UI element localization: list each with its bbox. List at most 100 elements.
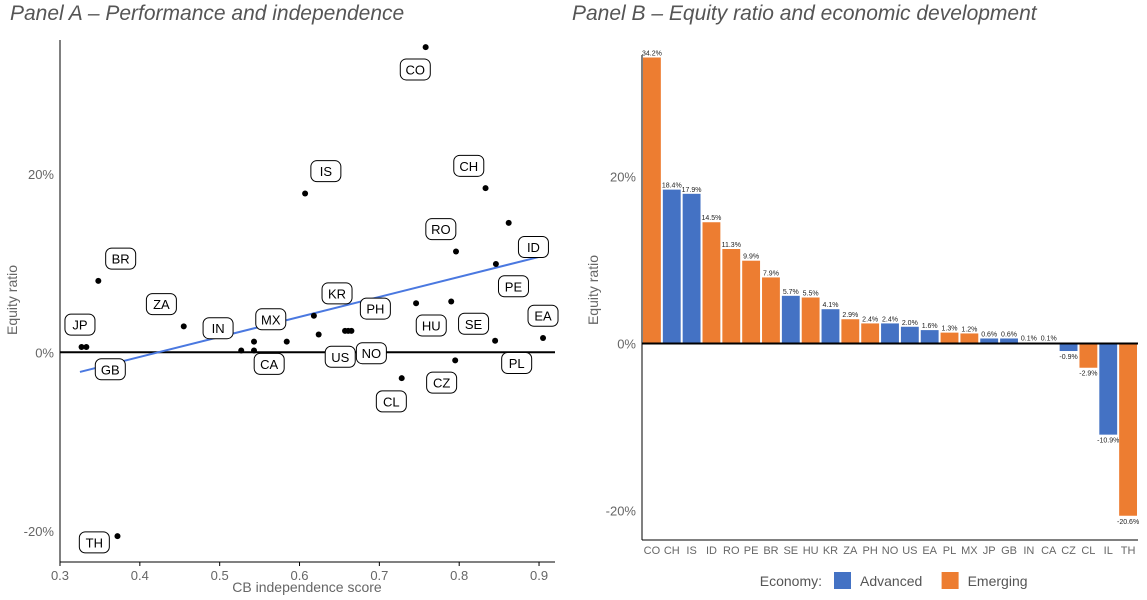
- bar: [1059, 343, 1078, 352]
- point-label: RO: [431, 222, 451, 237]
- point-label: JP: [72, 318, 87, 333]
- point-label: IS: [320, 164, 333, 179]
- point-label-box: [145, 293, 177, 316]
- bar-value-label: 11.3%: [722, 242, 741, 249]
- scatter-point: [342, 327, 349, 334]
- bar-value-label: 5.7%: [783, 289, 799, 296]
- x-tick-label: IS: [686, 545, 696, 557]
- point-label-box: [94, 358, 126, 381]
- point-label: EA: [534, 309, 552, 324]
- y-tick-label: -20%: [606, 504, 637, 519]
- x-tick-label: PH: [863, 545, 878, 557]
- bar: [682, 193, 701, 344]
- x-tick-label: 0.5: [211, 568, 229, 583]
- x-tick-label: BR: [763, 545, 778, 557]
- bar: [841, 319, 860, 344]
- x-tick-label: PE: [744, 545, 759, 557]
- bar-value-label: 2.0%: [902, 320, 918, 327]
- bar-value-label: 34.2%: [642, 51, 662, 58]
- bar-value-label: 0.1%: [1041, 336, 1057, 343]
- x-tick-label: JP: [983, 545, 996, 557]
- bar: [742, 260, 761, 344]
- bar-value-label: 0.6%: [981, 331, 997, 338]
- x-tick-label: CA: [1041, 545, 1057, 557]
- point-label: SE: [465, 317, 483, 332]
- x-tick-label: ZA: [843, 545, 858, 557]
- x-tick-label: CZ: [1061, 545, 1076, 557]
- bar-value-label: 2.4%: [882, 316, 898, 323]
- scatter-point: [505, 219, 512, 226]
- point-label: PE: [505, 279, 523, 294]
- y-tick-label: 20%: [610, 169, 636, 184]
- bar-value-label: 7.9%: [763, 270, 779, 277]
- scatter-point: [78, 343, 85, 350]
- x-tick-label: PL: [943, 545, 956, 557]
- point-label: US: [331, 350, 349, 365]
- point-label: MX: [261, 312, 281, 327]
- point-label-box: [78, 531, 110, 554]
- scatter-point: [482, 185, 489, 192]
- point-label: CA: [260, 357, 278, 372]
- bar: [960, 333, 979, 344]
- x-tick-label: CL: [1081, 545, 1095, 557]
- bar: [920, 330, 939, 344]
- point-label: CL: [383, 394, 400, 409]
- y-tick-label: 20%: [28, 167, 54, 182]
- bar: [980, 338, 999, 344]
- point-label-box: [399, 58, 431, 81]
- scatter-point: [448, 298, 455, 305]
- legend-swatch: [941, 572, 959, 589]
- point-label: HU: [422, 319, 441, 334]
- point-label-box: [425, 218, 457, 241]
- point-label: CH: [459, 159, 478, 174]
- point-label-box: [527, 304, 559, 327]
- y-tick-label: 0%: [617, 336, 636, 351]
- scatter-point: [238, 347, 245, 354]
- bar-value-label: -2.9%: [1079, 371, 1097, 378]
- point-label: BR: [112, 252, 130, 267]
- x-tick-label: 0.6: [290, 568, 308, 583]
- bar: [1119, 343, 1138, 516]
- bar: [722, 249, 741, 344]
- bar-value-label: 17.9%: [682, 187, 702, 194]
- bar: [821, 309, 840, 344]
- bar: [881, 323, 899, 344]
- bar-value-label: 5.5%: [803, 291, 819, 298]
- x-tick-label: SE: [783, 545, 798, 557]
- point-label: IN: [212, 321, 225, 336]
- scatter-point: [413, 300, 420, 307]
- point-label-box: [202, 317, 234, 340]
- point-label: CO: [406, 62, 426, 77]
- y-tick-label: 0%: [35, 345, 54, 360]
- bar: [1079, 343, 1098, 368]
- scatter-point: [251, 347, 258, 354]
- bar: [642, 57, 661, 344]
- bar: [1039, 342, 1058, 344]
- point-label-box: [375, 390, 407, 413]
- bar: [762, 277, 780, 344]
- point-label-box: [426, 371, 458, 394]
- bar: [662, 189, 681, 344]
- x-tick-label: 0.9: [530, 568, 548, 583]
- bar-value-label: 9.9%: [743, 254, 759, 261]
- point-label-box: [64, 313, 96, 336]
- x-tick-label: 0.7: [370, 568, 388, 583]
- point-label-box: [501, 352, 533, 375]
- legend-label: Emerging: [968, 573, 1028, 589]
- legend-swatch: [834, 572, 851, 589]
- bar: [781, 295, 800, 344]
- point-label-box: [359, 297, 391, 320]
- x-axis-label: CB independence score: [232, 579, 382, 595]
- panel-a-title: Panel A – Performance and independence: [10, 2, 405, 25]
- point-label-box: [255, 308, 287, 331]
- x-tick-label: US: [902, 545, 917, 557]
- bar: [702, 222, 721, 344]
- point-label-box: [105, 247, 137, 270]
- x-tick-label: 0.8: [450, 568, 468, 583]
- point-label-box: [253, 352, 285, 375]
- y-axis-label: Equity ratio: [585, 255, 601, 325]
- bar: [1019, 342, 1038, 344]
- bar-value-label: -0.9%: [1059, 354, 1077, 361]
- x-tick-label: IL: [1104, 545, 1113, 557]
- scatter-point: [283, 338, 290, 345]
